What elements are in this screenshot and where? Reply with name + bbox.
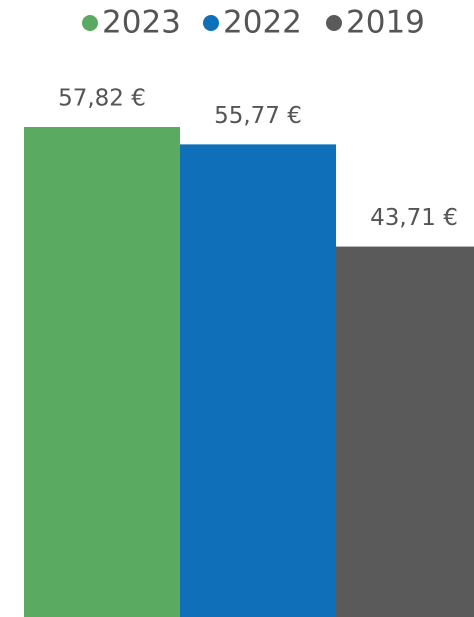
legend-marker <box>326 15 342 31</box>
legend-text: 2019 <box>346 5 425 41</box>
legend-marker <box>82 15 98 31</box>
legend-text: 2023 <box>102 5 181 41</box>
legend-text: 2022 <box>223 5 302 41</box>
bar <box>180 144 336 617</box>
legend-marker <box>203 15 219 31</box>
value-label: 43,71 € <box>370 205 458 231</box>
value-label: 57,82 € <box>58 86 146 112</box>
bar <box>24 127 180 617</box>
bar <box>336 246 474 617</box>
value-label: 55,77 € <box>214 103 302 129</box>
